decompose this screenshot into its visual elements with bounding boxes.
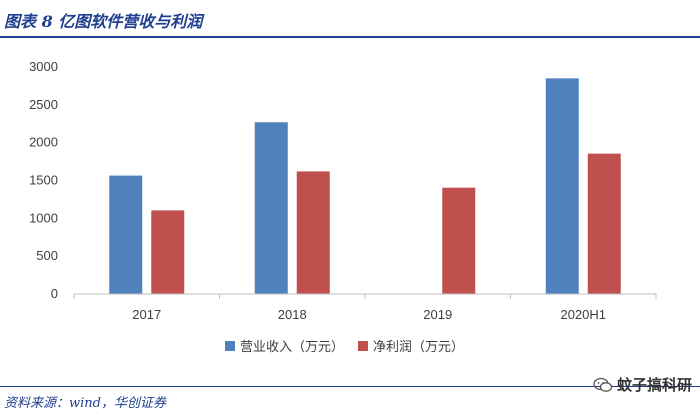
legend-swatch-profit — [358, 341, 368, 351]
watermark: 蚊子搞科研 — [593, 374, 692, 395]
revenue-bar-2017 — [109, 175, 143, 294]
y-tick-label: 500 — [36, 248, 58, 263]
figure-title: 图表 8 亿图软件营收与利润 — [4, 12, 203, 31]
x-axis: 2017 2018 2019 2020H1 — [73, 294, 657, 322]
title-rule — [0, 36, 700, 38]
y-tick-label: 2000 — [29, 135, 58, 150]
profit-bar-2019 — [442, 187, 476, 294]
bars — [109, 78, 621, 294]
y-tick-label: 1000 — [29, 210, 58, 225]
x-tick-label: 2018 — [278, 307, 307, 322]
revenue-bar-2018 — [254, 122, 288, 294]
legend-swatch-revenue — [225, 341, 235, 351]
bar-chart: 0 500 1000 1500 2000 2500 3000 2017 2018 2019 202… — [29, 59, 657, 355]
x-tick-label: 2019 — [423, 307, 452, 322]
y-axis: 0 500 1000 1500 2000 2500 3000 — [29, 59, 58, 301]
profit-bar-2020h1 — [587, 153, 621, 294]
legend-label-profit: 净利润（万元） — [373, 340, 464, 355]
profit-bar-2017 — [151, 210, 185, 294]
revenue-bar-2020h1 — [545, 78, 579, 294]
legend-label-revenue: 营业收入（万元） — [240, 340, 344, 355]
x-tick-label: 2020H1 — [560, 307, 606, 322]
profit-bar-2018 — [296, 171, 330, 294]
y-tick-label: 2500 — [29, 97, 58, 112]
y-tick-label: 0 — [51, 286, 58, 301]
footer-rule — [0, 386, 700, 387]
legend: 营业收入（万元） 净利润（万元） — [225, 340, 464, 355]
source-note: 资料来源：wind，华创证券 — [4, 396, 166, 411]
y-tick-label: 3000 — [29, 59, 58, 74]
y-tick-label: 1500 — [29, 173, 58, 188]
wechat-icon — [593, 377, 613, 392]
x-tick-label: 2017 — [132, 307, 161, 322]
watermark-text: 蚊子搞科研 — [616, 376, 692, 394]
